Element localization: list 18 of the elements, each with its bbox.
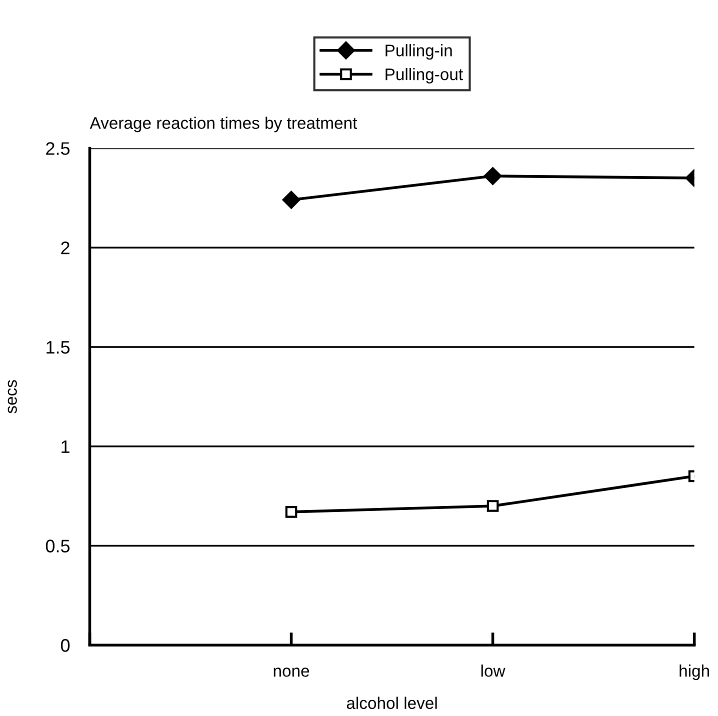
y-tick-label: 1.5 bbox=[46, 341, 70, 354]
legend-label: Pulling-in bbox=[386, 44, 452, 60]
y-tick-label: 2 bbox=[61, 242, 70, 254]
point bbox=[282, 190, 300, 209]
y-tick-label: 2.5 bbox=[46, 142, 70, 155]
x-tick-label: high bbox=[680, 664, 709, 680]
chart-title: Average reaction times by treatment bbox=[90, 116, 358, 132]
point bbox=[486, 500, 499, 512]
point bbox=[285, 506, 298, 518]
x-tick-label: none bbox=[274, 668, 310, 677]
x-tick-label: low bbox=[481, 664, 506, 677]
x-axis-title: alcohol level bbox=[346, 696, 437, 710]
y-tick-label: 0.5 bbox=[46, 540, 70, 552]
y-tick-label: 0 bbox=[60, 639, 70, 652]
y-axis-title: secs bbox=[8, 380, 17, 414]
legend-label: Pulling-out bbox=[386, 68, 463, 84]
y-tick-label: 1 bbox=[62, 440, 70, 453]
point bbox=[484, 167, 502, 185]
